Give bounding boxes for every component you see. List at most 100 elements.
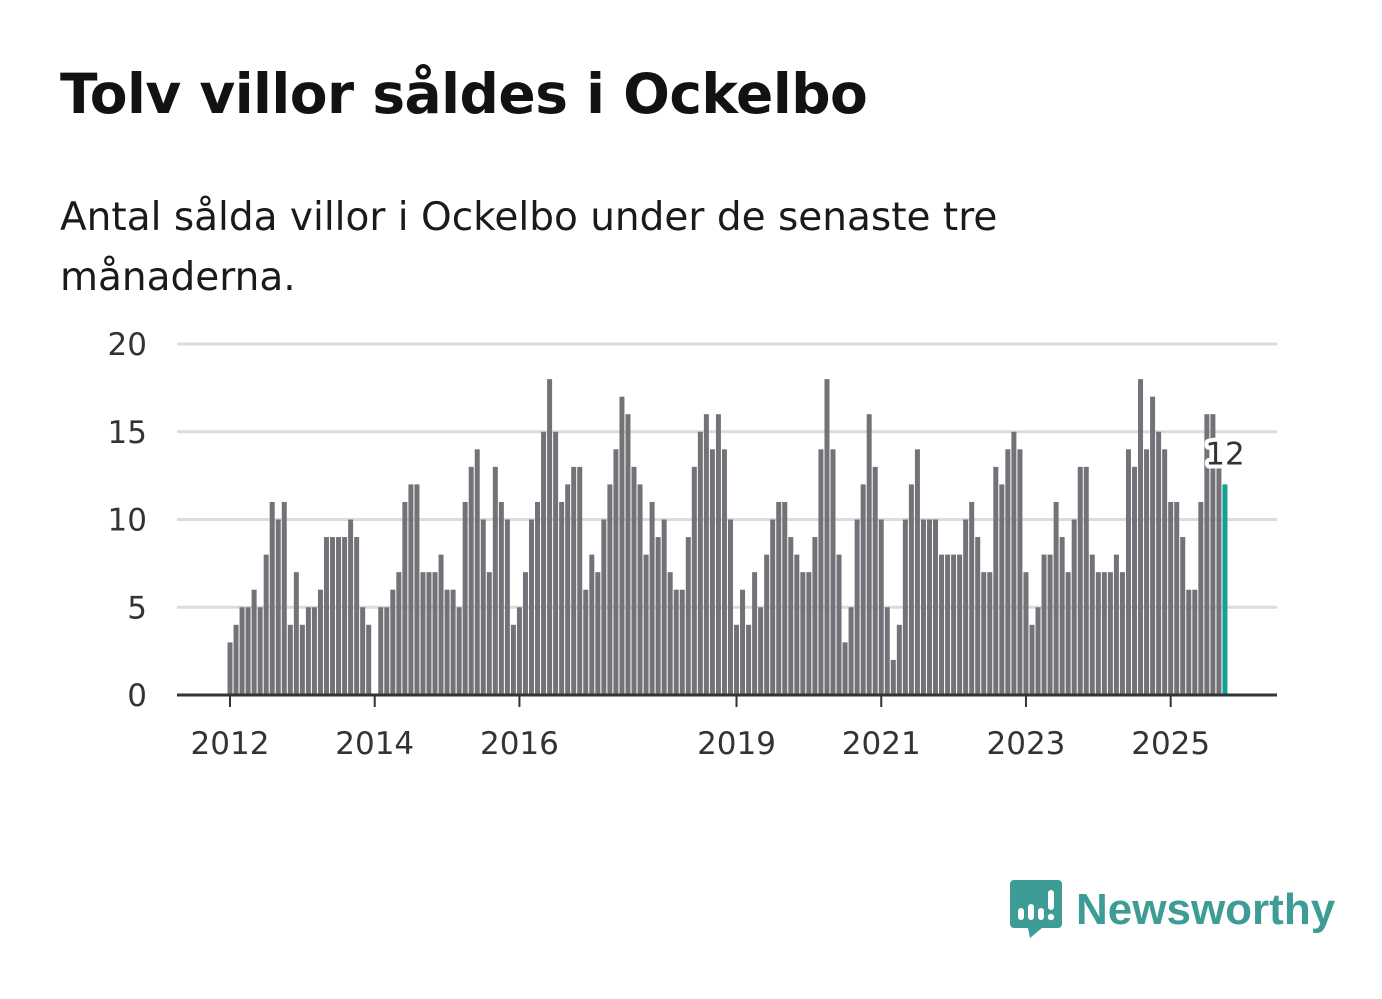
bar xyxy=(945,554,951,695)
bar xyxy=(227,642,233,695)
bar xyxy=(884,607,890,695)
bar xyxy=(360,607,366,695)
bar xyxy=(263,554,269,695)
bar xyxy=(661,519,667,695)
bar xyxy=(836,554,842,695)
bar xyxy=(492,466,498,695)
chart-title: Tolv villor såldes i Ockelbo xyxy=(60,62,868,126)
bar xyxy=(993,466,999,695)
bar xyxy=(788,537,794,695)
bar xyxy=(378,607,384,695)
bar xyxy=(709,449,715,695)
bar xyxy=(1156,431,1162,695)
bar xyxy=(535,501,541,695)
bar xyxy=(577,466,583,695)
last-value-label: 12 xyxy=(1205,436,1244,472)
bar xyxy=(975,537,981,695)
bar xyxy=(336,537,342,695)
bar xyxy=(420,572,426,695)
bar xyxy=(275,519,281,695)
bar xyxy=(1071,519,1077,695)
bar xyxy=(607,484,613,695)
bar xyxy=(655,537,661,695)
bar xyxy=(1204,414,1210,695)
bar xyxy=(257,607,263,695)
bar xyxy=(498,501,504,695)
bar xyxy=(281,501,287,695)
bar xyxy=(1113,554,1119,695)
bar xyxy=(878,519,884,695)
y-tick-label: 20 xyxy=(108,327,147,363)
x-tick-label: 2019 xyxy=(697,726,776,762)
bar xyxy=(1035,607,1041,695)
bar xyxy=(643,554,649,695)
bar xyxy=(872,466,878,695)
bar xyxy=(1089,554,1095,695)
bar xyxy=(667,572,673,695)
bar xyxy=(330,537,336,695)
bar xyxy=(480,519,486,695)
bar xyxy=(384,607,390,695)
bar xyxy=(625,414,631,695)
bar xyxy=(890,659,896,695)
bar xyxy=(697,431,703,695)
newsworthy-logo: Newsworthy xyxy=(1010,880,1335,940)
bar xyxy=(504,519,510,695)
bar xyxy=(969,501,975,695)
bar xyxy=(1168,501,1174,695)
bar xyxy=(776,501,782,695)
bar xyxy=(269,501,275,695)
bar xyxy=(933,519,939,695)
bar xyxy=(1216,466,1222,695)
brand-name: Newsworthy xyxy=(1076,885,1336,934)
bar xyxy=(1198,501,1204,695)
bar xyxy=(311,607,317,695)
bar xyxy=(764,554,770,695)
bar xyxy=(432,572,438,695)
bar xyxy=(1095,572,1101,695)
bar xyxy=(456,607,462,695)
bar xyxy=(354,537,360,695)
y-tick-label: 0 xyxy=(127,678,147,714)
bar xyxy=(1180,537,1186,695)
bar xyxy=(516,607,522,695)
bar xyxy=(854,519,860,695)
y-tick-label: 5 xyxy=(127,590,147,626)
bar xyxy=(746,624,752,695)
bar xyxy=(1132,466,1137,695)
bar xyxy=(239,607,245,695)
bar xyxy=(565,484,571,695)
bar xyxy=(323,537,329,695)
bar xyxy=(800,572,806,695)
bar xyxy=(559,501,565,695)
bar xyxy=(233,624,239,695)
bar xyxy=(727,519,733,695)
x-tick-label: 2014 xyxy=(335,726,414,762)
bar xyxy=(541,431,547,695)
bar xyxy=(721,449,727,695)
bar xyxy=(1047,554,1053,695)
bar xyxy=(1005,449,1011,695)
bar xyxy=(848,607,854,695)
bar xyxy=(1186,589,1192,695)
bar xyxy=(1083,466,1089,695)
bar xyxy=(866,414,872,695)
bar xyxy=(734,624,740,695)
bar xyxy=(860,484,866,695)
bar xyxy=(957,554,963,695)
bar xyxy=(474,449,480,695)
bar xyxy=(1023,572,1029,695)
y-tick-label: 15 xyxy=(108,415,147,451)
bar xyxy=(305,607,311,695)
bar xyxy=(1192,589,1198,695)
bar xyxy=(637,484,643,695)
bar xyxy=(553,431,559,695)
bar xyxy=(317,589,323,695)
bar xyxy=(1125,449,1131,695)
bar xyxy=(830,449,836,695)
bar xyxy=(842,642,848,695)
bar-chart-speech-bubble-icon xyxy=(1010,880,1062,938)
bar xyxy=(685,537,691,695)
bar xyxy=(571,466,577,695)
